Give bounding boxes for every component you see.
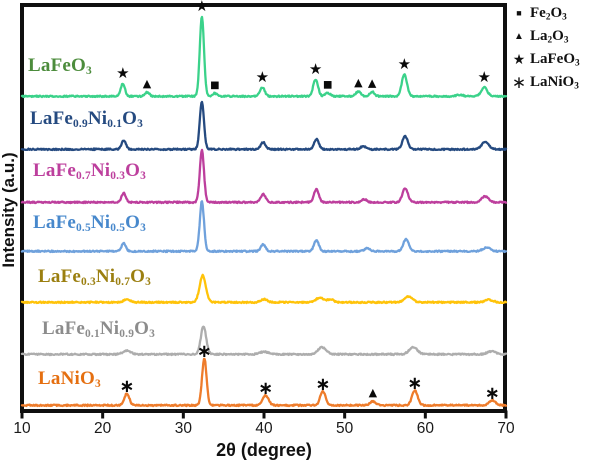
legend-item-LaFeO3: ★ LaFeO3 xyxy=(508,48,580,71)
legend-item-Fe2O3: ■ Fe2O3 xyxy=(508,2,580,25)
x-tick-label: 10 xyxy=(13,420,31,437)
y-axis-label: Intensity (a.u.) xyxy=(0,152,18,268)
legend-label: La2O3 xyxy=(530,27,569,46)
curve-label-LaNiO3: LaNiO3 xyxy=(38,368,101,391)
curve-label-LaFe0.5Ni0.5O3: LaFe0.5Ni0.5O3 xyxy=(33,212,146,235)
peak-marker-star: ★ xyxy=(309,60,322,78)
legend-item-La2O3: ▲ La2O3 xyxy=(508,25,580,48)
peak-marker-triangle: ▲ xyxy=(369,386,378,399)
x-axis-tick xyxy=(181,410,185,419)
x-tick-label: 40 xyxy=(255,420,273,437)
asterisk-icon: ∗ xyxy=(511,73,527,92)
legend-label: LaNiO3 xyxy=(530,73,579,92)
x-axis-tick xyxy=(20,410,24,419)
x-axis-tick xyxy=(504,410,508,419)
peak-marker-square: ■ xyxy=(323,79,332,90)
peak-marker-star: ★ xyxy=(398,55,411,73)
x-tick-label: 50 xyxy=(336,420,354,437)
peak-marker-asterisk: ∗ xyxy=(485,383,500,404)
filled-square-icon: ■ xyxy=(516,8,522,18)
curve-label-LaFeO3: LaFeO3 xyxy=(28,55,92,78)
peak-marker-triangle: ▲ xyxy=(368,77,377,90)
xrd-curve-LaFe0.3Ni0.7O3 xyxy=(20,273,508,305)
peak-marker-asterisk: ∗ xyxy=(119,376,134,397)
peak-marker-star: ★ xyxy=(256,68,269,86)
legend-label: LaFeO3 xyxy=(530,50,580,69)
peak-marker-triangle: ▲ xyxy=(354,76,363,89)
xrd-curve-LaFe0.1Ni0.9O3 xyxy=(20,325,508,357)
xrd-curve-LaFe0.9Ni0.1O3 xyxy=(20,100,508,152)
xrd-curve-LaFe0.5Ni0.5O3 xyxy=(20,200,508,254)
peak-marker-asterisk: ∗ xyxy=(258,378,273,399)
x-tick-label: 20 xyxy=(94,420,112,437)
peak-marker-triangle: ▲ xyxy=(143,77,152,90)
plot-frame xyxy=(20,3,507,413)
xrd-curve-LaFeO3 xyxy=(20,15,508,99)
filled-star-icon: ★ xyxy=(512,51,526,67)
peak-marker-asterisk: ∗ xyxy=(197,341,212,362)
peak-marker-star: ★ xyxy=(477,68,490,86)
curve-label-LaFe0.3Ni0.7O3: LaFe0.3Ni0.7O3 xyxy=(38,266,151,289)
legend-item-LaNiO3: ∗ LaNiO3 xyxy=(508,71,580,94)
x-tick-label: 70 xyxy=(497,420,515,437)
x-tick-label: 30 xyxy=(175,420,193,437)
xrd-curve-LaFe0.7Ni0.3O3 xyxy=(20,148,508,205)
curve-label-LaFe0.7Ni0.3O3: LaFe0.7Ni0.3O3 xyxy=(33,160,146,183)
x-axis-tick xyxy=(343,410,347,419)
curve-label-LaFe0.9Ni0.1O3: LaFe0.9Ni0.1O3 xyxy=(30,108,143,131)
peak-marker-star: ★ xyxy=(195,0,208,15)
curve-label-LaFe0.1Ni0.9O3: LaFe0.1Ni0.9O3 xyxy=(42,318,155,341)
legend-label: Fe2O3 xyxy=(530,4,567,23)
x-tick-label: 60 xyxy=(417,420,435,437)
peak-marker-square: ■ xyxy=(210,80,219,91)
x-axis-tick xyxy=(262,410,266,419)
x-axis-tick xyxy=(423,410,427,419)
filled-triangle-icon: ▲ xyxy=(514,31,524,42)
peak-marker-asterisk: ∗ xyxy=(315,374,330,395)
legend: ■ Fe2O3 ▲ La2O3 ★ LaFeO3 ∗ LaNiO3 xyxy=(508,2,580,94)
x-axis-tick xyxy=(101,410,105,419)
peak-marker-star: ★ xyxy=(116,64,129,82)
x-axis-label: 2θ (degree) xyxy=(216,440,312,460)
peak-marker-asterisk: ∗ xyxy=(407,373,422,394)
xrd-curve-LaNiO3 xyxy=(20,357,508,408)
